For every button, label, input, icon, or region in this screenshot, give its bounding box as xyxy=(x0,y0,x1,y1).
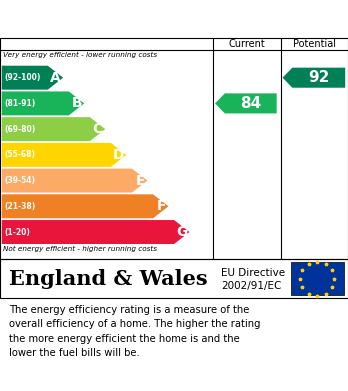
Text: (39-54): (39-54) xyxy=(4,176,35,185)
Polygon shape xyxy=(2,220,189,244)
Text: B: B xyxy=(71,97,82,110)
Text: E: E xyxy=(136,174,145,188)
Polygon shape xyxy=(2,194,168,218)
Text: The energy efficiency rating is a measure of the
overall efficiency of a home. T: The energy efficiency rating is a measur… xyxy=(9,305,260,358)
Text: Very energy efficient - lower running costs: Very energy efficient - lower running co… xyxy=(3,52,158,58)
Text: (81-91): (81-91) xyxy=(4,99,35,108)
Polygon shape xyxy=(2,117,105,141)
Text: D: D xyxy=(112,148,124,162)
Bar xyxy=(291,262,344,295)
Text: Energy Efficiency Rating: Energy Efficiency Rating xyxy=(9,10,249,28)
Text: EU Directive: EU Directive xyxy=(221,268,285,278)
Polygon shape xyxy=(2,143,126,167)
Text: F: F xyxy=(157,199,166,213)
Polygon shape xyxy=(215,93,277,113)
Text: (69-80): (69-80) xyxy=(4,125,35,134)
Text: (92-100): (92-100) xyxy=(4,73,41,82)
Text: England & Wales: England & Wales xyxy=(9,269,207,289)
Text: 84: 84 xyxy=(240,96,261,111)
Text: Not energy efficient - higher running costs: Not energy efficient - higher running co… xyxy=(3,246,158,252)
Text: (55-68): (55-68) xyxy=(4,151,35,160)
Polygon shape xyxy=(283,68,345,88)
Text: C: C xyxy=(93,122,103,136)
Text: 2002/91/EC: 2002/91/EC xyxy=(221,281,281,291)
Polygon shape xyxy=(2,66,63,90)
Text: Current: Current xyxy=(229,39,266,49)
Polygon shape xyxy=(2,91,84,115)
Text: (1-20): (1-20) xyxy=(4,228,30,237)
Text: (21-38): (21-38) xyxy=(4,202,35,211)
Text: A: A xyxy=(50,71,61,85)
Text: G: G xyxy=(176,225,187,239)
Polygon shape xyxy=(2,169,147,192)
Text: Potential: Potential xyxy=(293,39,336,49)
Text: 92: 92 xyxy=(308,70,330,85)
